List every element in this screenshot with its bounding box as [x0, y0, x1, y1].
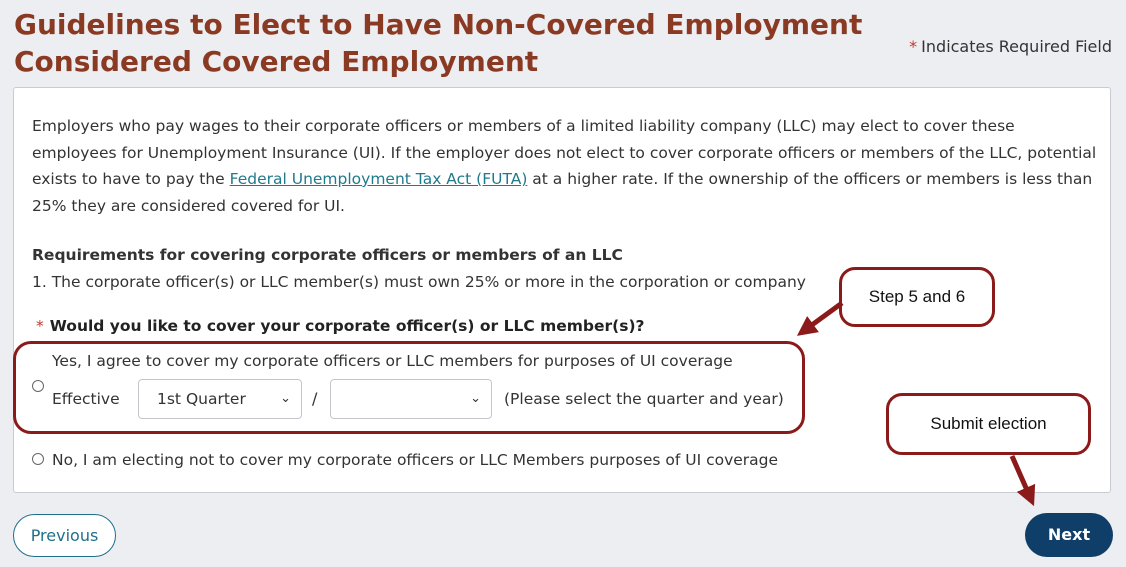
- option-yes-label: Yes, I agree to cover my corporate offic…: [52, 352, 733, 370]
- radio-no[interactable]: [32, 453, 44, 465]
- required-field-note: * Indicates Required Field: [909, 37, 1112, 56]
- page-title: Guidelines to Elect to Have Non-Covered …: [14, 8, 863, 78]
- quarter-select[interactable]: 1st Quarter ⌄: [138, 379, 302, 419]
- step-callout: Step 5 and 6: [839, 267, 995, 327]
- required-star: *: [36, 317, 44, 335]
- intro-text-start: Employers who pay wages to their corpora…: [32, 117, 1097, 188]
- requirements-heading: Requirements for covering corporate offi…: [32, 246, 623, 264]
- next-button[interactable]: Next: [1025, 513, 1113, 557]
- quarter-select-value: 1st Quarter: [157, 390, 246, 408]
- step-highlight-box: [13, 341, 805, 434]
- option-no-label: No, I am electing not to cover my corpor…: [52, 451, 779, 469]
- coverage-question: * Would you like to cover your corporate …: [36, 317, 645, 335]
- quarter-year-hint: (Please select the quarter and year): [504, 390, 784, 408]
- requirement-item: 1. The corporate officer(s) or LLC membe…: [32, 273, 806, 291]
- futa-link[interactable]: Federal Unemployment Tax Act (FUTA): [229, 170, 528, 188]
- intro-text-end: at a higher rate. If the ownership of th…: [32, 170, 1093, 215]
- intro-paragraph: Employers who pay wages to their corpora…: [32, 113, 1102, 219]
- question-label: Would you like to cover your corporate o…: [49, 317, 645, 335]
- radio-yes[interactable]: [32, 380, 44, 392]
- required-note-text: Indicates Required Field: [921, 37, 1112, 56]
- effective-label: Effective: [52, 390, 120, 408]
- submit-callout: Submit election: [886, 393, 1091, 455]
- chevron-down-icon: ⌄: [470, 391, 481, 406]
- chevron-down-icon: ⌄: [280, 391, 291, 406]
- previous-button[interactable]: Previous: [13, 514, 116, 557]
- required-star: *: [909, 37, 918, 56]
- date-separator: /: [312, 389, 318, 408]
- year-select[interactable]: ⌄: [330, 379, 492, 419]
